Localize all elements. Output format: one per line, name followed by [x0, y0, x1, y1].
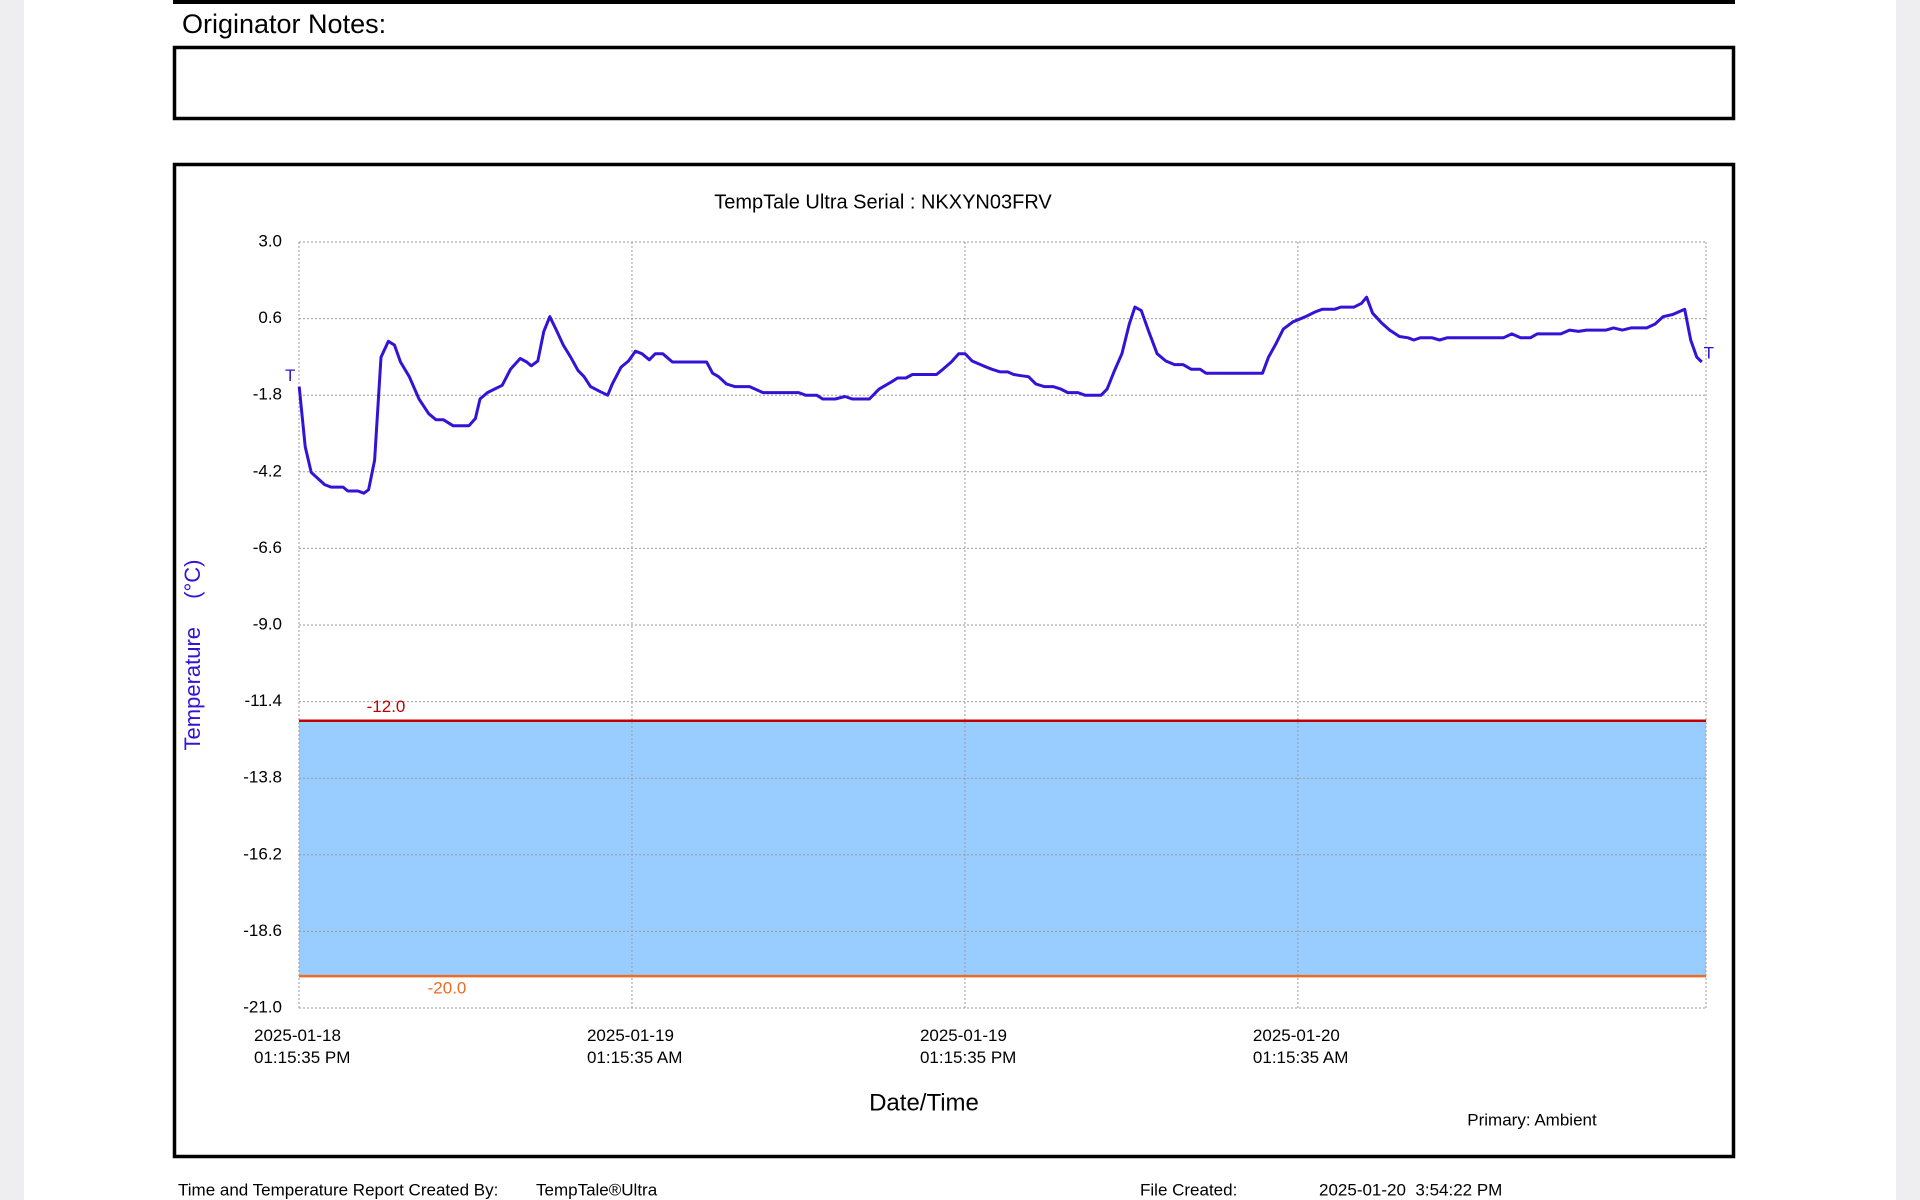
y-tick-label: -11.4 [245, 691, 283, 710]
paper [24, 0, 1896, 1200]
y-tick-label: -13.8 [243, 768, 282, 787]
limit-label: -12.0 [367, 697, 406, 716]
x-axis-title: Date/Time [869, 1089, 979, 1116]
x-tick-label: 2025-01-18 01:15:35 PM [254, 1026, 350, 1067]
limit-label: -20.0 [428, 979, 467, 998]
y-tick-label: -9.0 [253, 614, 282, 633]
x-tick-label: 2025-01-19 01:15:35 PM [920, 1026, 1016, 1067]
y-tick-label: 0.6 [258, 308, 282, 327]
y-axis-title: Temperature (°C) [180, 560, 205, 751]
sensor-label: Primary: Ambient [1467, 1110, 1597, 1129]
trip-marker: T [285, 366, 295, 385]
trip-marker: T [1704, 343, 1714, 362]
chart-title: TempTale Ultra Serial : NKXYN03FRV [714, 191, 1052, 213]
chart-box [172, 162, 1736, 1159]
y-tick-label: 3.0 [258, 231, 282, 250]
y-tick-label: -21.0 [243, 997, 282, 1016]
footer-created-by-label: Time and Temperature Report Created By: [178, 1180, 498, 1199]
y-tick-label: -18.6 [243, 921, 282, 940]
x-tick-label: 2025-01-20 01:15:35 AM [1253, 1026, 1348, 1067]
y-tick-label: -4.2 [253, 461, 282, 480]
footer-file-created-label: File Created: [1140, 1180, 1237, 1199]
notes-box [172, 45, 1736, 121]
x-tick-label: 2025-01-19 01:15:35 AM [587, 1026, 682, 1067]
acceptable-band [299, 720, 1706, 977]
temperature-line [297, 295, 1703, 495]
footer-created-by: TempTale®Ultra [536, 1180, 658, 1199]
y-tick-label: -16.2 [243, 844, 282, 863]
notes-label: Originator Notes: [182, 9, 386, 39]
footer-file-created: 2025-01-20 3:54:22 PM [1319, 1180, 1502, 1199]
y-tick-label: -1.8 [253, 385, 282, 404]
top-rule [173, 0, 1735, 4]
y-tick-label: -6.6 [253, 538, 282, 557]
